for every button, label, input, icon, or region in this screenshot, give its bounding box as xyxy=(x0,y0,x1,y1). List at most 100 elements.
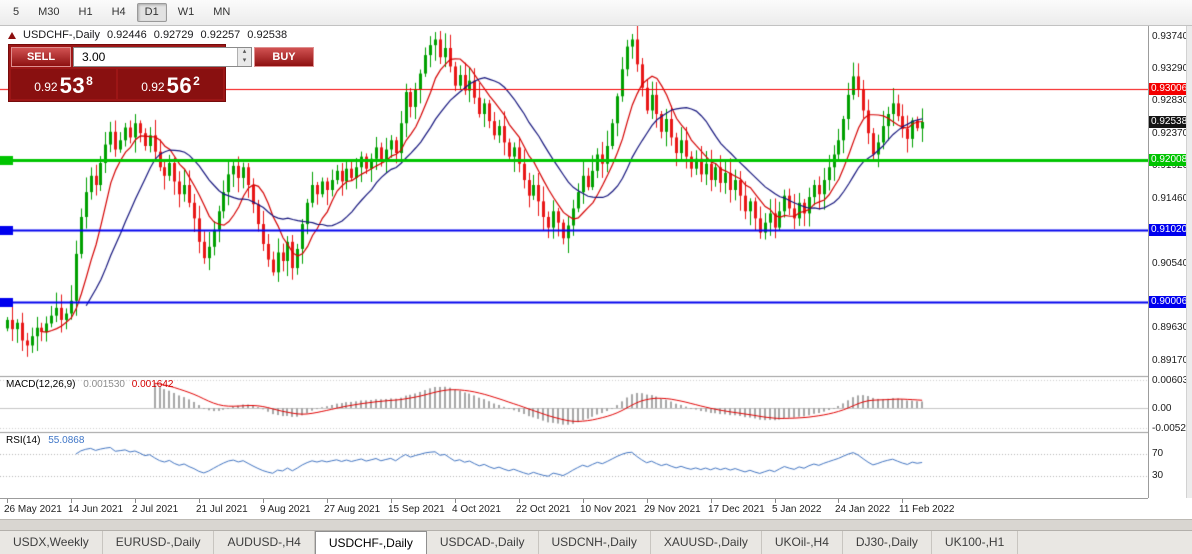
time-tick xyxy=(583,499,584,503)
time-tick xyxy=(455,499,456,503)
price-line-tag: 0.90006 xyxy=(1149,296,1188,308)
rsi-name: RSI(14) xyxy=(6,435,41,446)
vertical-scrollbar[interactable] xyxy=(1186,26,1192,498)
rsi-indicator-label: RSI(14) 55.0868 xyxy=(6,435,84,446)
price-tick-label: 0.89170 xyxy=(1152,355,1189,366)
rsi-value: 55.0868 xyxy=(48,435,85,446)
price-tick-label: 0.91460 xyxy=(1152,193,1189,204)
buy-price-big: 56 xyxy=(166,73,193,98)
buy-price-pip: 2 xyxy=(193,74,200,88)
sell-button[interactable]: SELL xyxy=(11,47,71,67)
time-tick xyxy=(711,499,712,503)
price-tick-label: 0.92370 xyxy=(1152,128,1189,139)
time-tick-label: 2 Jul 2021 xyxy=(132,504,179,515)
time-tick-label: 11 Feb 2022 xyxy=(899,504,955,515)
buy-button[interactable]: BUY xyxy=(254,47,314,67)
price-line-tag: 0.91020 xyxy=(1149,224,1188,236)
chart-tab-bar: USDX,Weekly EURUSD-,Daily AUDUSD-,H4 USDCHF… xyxy=(0,530,1192,554)
chart-tab-usdchf-daily[interactable]: USDCHF-,Daily xyxy=(314,531,427,554)
time-tick-label: 9 Aug 2021 xyxy=(260,504,311,515)
time-tick-label: 26 May 2021 xyxy=(4,504,62,515)
volume-box: ▴ ▾ xyxy=(73,47,252,67)
price-tick-label: 0.92830 xyxy=(1152,95,1189,106)
time-tick-label: 29 Nov 2021 xyxy=(644,504,701,515)
chart-tab-usdcnh-daily[interactable]: USDCNH-,Daily xyxy=(539,531,651,554)
time-tick-label: 27 Aug 2021 xyxy=(324,504,381,515)
time-tick xyxy=(135,499,136,503)
timeframe-toolbar: 5 M30 H1 H4 D1 W1 MN xyxy=(0,0,1192,26)
timeframe-button-h4[interactable]: H4 xyxy=(104,3,134,22)
one-click-trade-panel: SELL ▴ ▾ BUY 0.92 53 8 0.92 56 2 xyxy=(8,44,314,102)
timeframe-button-m30[interactable]: M30 xyxy=(30,3,67,22)
timeframe-button-5[interactable]: 5 xyxy=(5,3,27,22)
ohlc-open: 0.92446 xyxy=(107,29,147,41)
price-axis: 0.937400.932900.928300.923700.919200.914… xyxy=(1148,26,1192,498)
price-line-tag: 0.92538 xyxy=(1149,116,1188,128)
time-tick-label: 4 Oct 2021 xyxy=(452,504,501,515)
timeframe-button-mn[interactable]: MN xyxy=(205,3,238,22)
ohlc-low: 0.92257 xyxy=(200,29,241,41)
time-tick xyxy=(199,499,200,503)
time-tick xyxy=(327,499,328,503)
time-tick xyxy=(7,499,8,503)
time-tick xyxy=(647,499,648,503)
chart-tab-usdx-weekly[interactable]: USDX,Weekly xyxy=(0,531,103,554)
time-tick xyxy=(391,499,392,503)
price-tick-label: 0.93740 xyxy=(1152,31,1189,42)
chart-tab-audusd-h4[interactable]: AUDUSD-,H4 xyxy=(214,531,315,554)
price-tick-label: 0.89630 xyxy=(1152,322,1189,333)
time-tick xyxy=(71,499,72,503)
rsi-axis-upper: 70 xyxy=(1152,448,1164,459)
time-tick-label: 24 Jan 2022 xyxy=(835,504,891,515)
macd-axis-zero: 0.00 xyxy=(1152,403,1172,414)
macd-name: MACD(12,26,9) xyxy=(6,379,76,390)
macd-axis-top: 0.006038 xyxy=(1152,375,1192,386)
chart-tab-dj30-daily[interactable]: DJ30-,Daily xyxy=(843,531,932,554)
time-axis: 26 May 2021 14 Jun 2021 2 Jul 2021 21 Jul 2… xyxy=(0,498,1148,519)
chart-title: USDCHF-,Daily xyxy=(23,29,100,41)
time-tick-label: 10 Nov 2021 xyxy=(580,504,637,515)
macd-indicator-label: MACD(12,26,9) 0.001530 0.001642 xyxy=(6,379,173,390)
rsi-axis-lower: 30 xyxy=(1152,470,1164,481)
volume-down-icon[interactable]: ▾ xyxy=(238,57,251,66)
time-tick-label: 17 Dec 2021 xyxy=(708,504,765,515)
macd-signal-value: 0.001642 xyxy=(131,379,174,390)
chart-canvas[interactable] xyxy=(0,26,1148,498)
time-tick-label: 21 Jul 2021 xyxy=(196,504,248,515)
buy-price-prefix: 0.92 xyxy=(141,80,165,94)
time-tick-label: 14 Jun 2021 xyxy=(68,504,124,515)
ohlc-high: 0.92729 xyxy=(153,29,194,41)
timeframe-button-w1[interactable]: W1 xyxy=(170,3,203,22)
time-tick-label: 15 Sep 2021 xyxy=(388,504,445,515)
timeframe-button-d1[interactable]: D1 xyxy=(136,3,167,22)
time-tick xyxy=(902,499,903,503)
chart-tab-ukoil-h4[interactable]: UKOil-,H4 xyxy=(762,531,843,554)
sell-price-display[interactable]: 0.92 53 8 xyxy=(11,69,116,99)
price-tick-label: 0.90540 xyxy=(1152,258,1189,269)
sell-price-pip: 8 xyxy=(86,74,93,88)
price-line-tag: 0.92008 xyxy=(1149,154,1188,166)
symbol-header: USDCHF-,Daily 0.92446 0.92729 0.92257 0.… xyxy=(8,29,287,41)
sell-price-big: 53 xyxy=(59,73,86,98)
volume-input[interactable] xyxy=(74,48,237,66)
time-tick-label: 5 Jan 2022 xyxy=(772,504,822,515)
volume-up-icon[interactable]: ▴ xyxy=(238,48,251,57)
chart-tab-usdcad-daily[interactable]: USDCAD-,Daily xyxy=(427,531,539,554)
timeframe-button-h1[interactable]: H1 xyxy=(71,3,101,22)
ohlc-close: 0.92538 xyxy=(247,29,288,41)
price-line-tag: 0.93006 xyxy=(1149,83,1188,95)
volume-spinner: ▴ ▾ xyxy=(237,48,251,66)
buy-price-display[interactable]: 0.92 56 2 xyxy=(118,69,223,99)
sell-price-prefix: 0.92 xyxy=(34,80,58,94)
chart-tab-uk100-h1[interactable]: UK100-,H1 xyxy=(932,531,1019,554)
price-tick-label: 0.93290 xyxy=(1152,63,1189,74)
chart-tab-eurusd-daily[interactable]: EURUSD-,Daily xyxy=(103,531,215,554)
one-click-trading-toggle-icon[interactable] xyxy=(8,31,16,39)
macd-axis-bottom: -0.005224 xyxy=(1152,423,1192,434)
time-tick xyxy=(775,499,776,503)
chart-tab-xauusd-daily[interactable]: XAUUSD-,Daily xyxy=(651,531,762,554)
time-tick xyxy=(263,499,264,503)
time-tick-label: 22 Oct 2021 xyxy=(516,504,571,515)
macd-main-value: 0.001530 xyxy=(83,379,125,390)
